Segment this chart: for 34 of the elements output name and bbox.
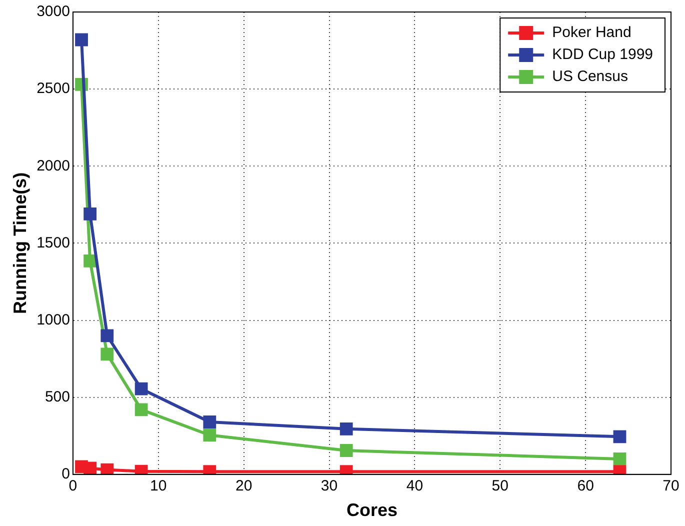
y-tick-label: 3000 (36, 3, 70, 20)
legend-label: US Census (552, 68, 628, 86)
x-tick-label: 50 (492, 478, 508, 495)
point (75, 33, 88, 46)
x-tick-label: 20 (235, 478, 252, 495)
y-tick-label: 2500 (36, 80, 70, 98)
x-tick-label: 60 (577, 478, 594, 495)
y-tick-label: 1500 (36, 234, 70, 252)
point (100, 463, 114, 474)
point (340, 444, 353, 457)
point (613, 452, 626, 466)
x-tick-label: 10 (150, 478, 167, 495)
point (100, 348, 114, 361)
legend-label: KDD Cup 1999 (552, 46, 654, 64)
y-axis-title: Running Time(s) (10, 172, 30, 314)
x-tick-label: 40 (406, 478, 424, 495)
point (84, 254, 97, 268)
point (203, 416, 216, 428)
x-axis-title: Cores (346, 500, 398, 520)
legend-label: Poker Hand (552, 24, 632, 42)
x-tick-label: 30 (320, 478, 338, 495)
point (84, 462, 97, 474)
y-tick-label: 1000 (36, 311, 70, 328)
point (203, 428, 216, 442)
point (340, 422, 353, 436)
point (134, 382, 148, 396)
point (134, 403, 148, 416)
point (613, 430, 626, 444)
x-tick-label: 70 (662, 478, 680, 495)
y-tick-label: 2000 (36, 157, 70, 174)
y-tick-label: 500 (44, 388, 70, 406)
point (100, 329, 114, 342)
y-tick-label: 0 (62, 466, 70, 483)
point (84, 207, 97, 220)
